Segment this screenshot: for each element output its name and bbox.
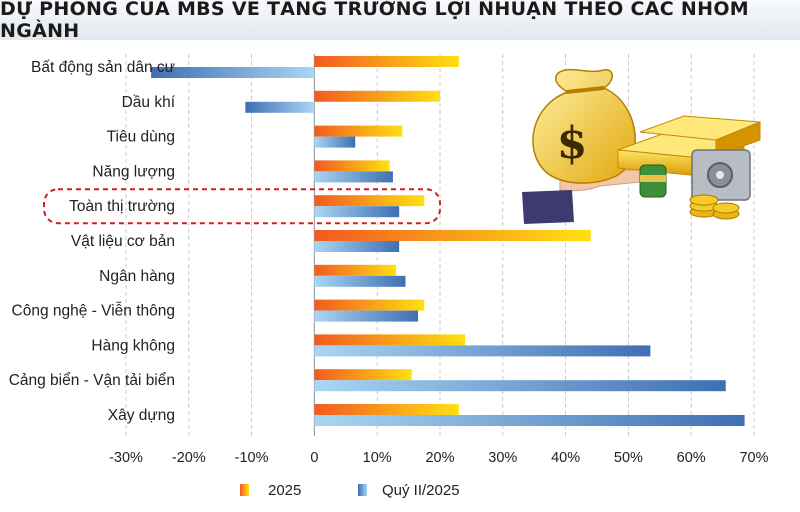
x-tick-label: 0 [310,450,318,466]
bar-quy-ii-2025 [314,310,419,322]
bar-2025 [314,56,459,67]
bar-quy-ii-2025 [314,171,393,183]
bar-quy-ii-2025 [314,206,400,218]
category-label: Ngân hàng [99,268,175,285]
bar-quy-ii-2025 [314,136,356,148]
x-tick-label: 70% [739,450,768,466]
x-tick-label: 10% [363,450,392,466]
chart-title: DỰ PHÓNG CỦA MBS VỀ TĂNG TRƯỞNG LỢI NHUẬ… [0,0,749,42]
x-tick-label: 20% [425,450,454,466]
category-label: Năng lượng [92,163,175,180]
bar-2025 [314,230,591,241]
bar-quy-ii-2025 [314,415,745,426]
x-tick-label: 30% [488,450,517,466]
bar-2025 [314,195,425,207]
category-label: Dầu khí [122,94,176,111]
category-label: Hàng không [91,337,175,354]
bar-quy-ii-2025 [314,275,406,287]
bar-2025 [314,369,412,381]
bar-2025 [314,334,466,346]
bar-quy-ii-2025 [314,380,726,392]
legend-label-2025: 2025 [268,482,301,499]
bar-2025 [314,404,459,415]
bar-2025 [314,125,403,137]
x-tick-label: -30% [109,450,143,466]
bar-2025 [314,90,440,102]
bar-2025 [314,299,425,311]
legend-label-q2: Quý II/2025 [382,482,460,499]
category-label: Toàn thị trường [69,198,175,215]
x-tick-label: -10% [235,450,269,466]
legend-swatch-q2 [358,484,367,496]
x-tick-label: -20% [172,450,206,466]
chart: Bất động sản dân cư Dầu khí Tiêu dùng Năng … [9,54,769,499]
legend: 2025 Quý II/2025 [240,482,460,499]
legend-swatch-2025 [240,484,249,496]
money-bag-gold-bars-coins-icon: $ [522,68,761,224]
bar-quy-ii-2025 [151,67,315,78]
category-label: Xây dựng [108,407,175,424]
highlight-marker [43,188,441,225]
svg-text:$: $ [557,118,588,169]
category-label: Công nghệ - Viễn thông [12,303,175,320]
chart-title-bar: DỰ PHÓNG CỦA MBS VỀ TĂNG TRƯỞNG LỢI NHUẬ… [0,0,800,42]
bar-quy-ii-2025 [314,241,400,252]
category-label: Cảng biển - Vận tải biển [9,372,175,389]
category-label: Tiêu dùng [107,129,175,146]
bar-quy-ii-2025 [314,345,651,357]
x-tick-label: 50% [614,450,643,466]
category-label: Bất động sản dân cư [31,59,175,76]
bar-2025 [314,160,390,172]
x-tick-label: 40% [551,450,580,466]
category-label: Vật liệu cơ bản [71,233,175,250]
bar-2025 [314,264,397,276]
bar-quy-ii-2025 [245,101,315,113]
x-tick-label: 60% [677,450,706,466]
